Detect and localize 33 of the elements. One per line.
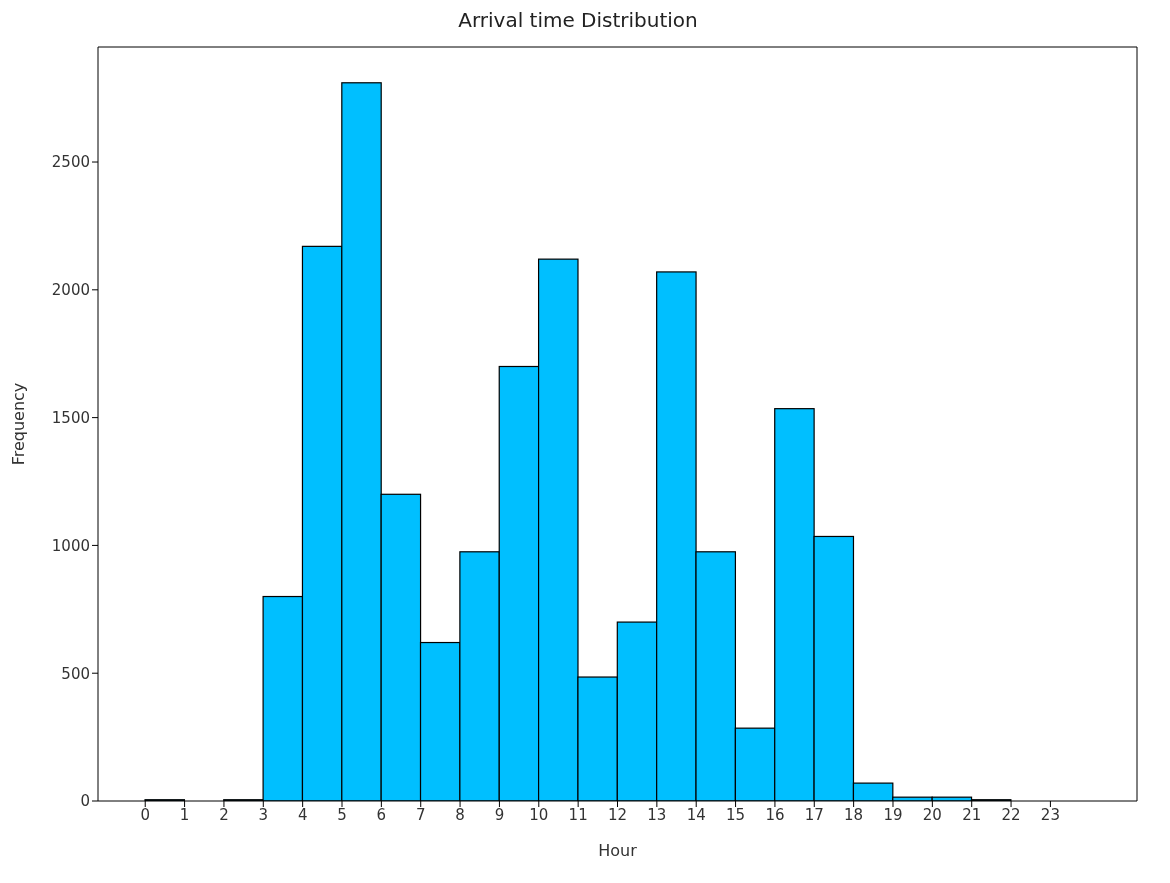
chart-title: Arrival time Distribution bbox=[457, 8, 699, 32]
y-tick-label: 2000 bbox=[51, 281, 90, 300]
x-tick-label: 13 bbox=[647, 805, 667, 824]
x-tick-label: 23 bbox=[1040, 805, 1060, 824]
x-tick-label: 5 bbox=[337, 805, 347, 824]
x-tick-label: 17 bbox=[804, 805, 824, 824]
y-tick-label: 0 bbox=[80, 792, 90, 811]
x-tick-label: 20 bbox=[922, 805, 942, 824]
x-tick-label: 11 bbox=[568, 805, 588, 824]
y-tick-label: 1000 bbox=[51, 536, 90, 555]
x-tick-label: 3 bbox=[258, 805, 269, 824]
y-axis-title: Frequency bbox=[8, 382, 28, 466]
x-tick-label: 7 bbox=[415, 805, 426, 824]
x-tick-label: 9 bbox=[494, 805, 505, 824]
x-tick-label: 0 bbox=[140, 805, 150, 824]
x-tick-label: 14 bbox=[686, 805, 706, 824]
x-tick-label: 21 bbox=[962, 805, 982, 824]
x-tick-label: 2 bbox=[219, 805, 229, 824]
x-tick-label: 15 bbox=[726, 805, 746, 824]
x-tick-label: 12 bbox=[607, 805, 628, 824]
x-tick-label: 22 bbox=[1001, 805, 1021, 824]
x-tick-label: 8 bbox=[455, 805, 465, 824]
x-tick-label: 6 bbox=[376, 805, 387, 824]
x-tick-label: 16 bbox=[765, 805, 785, 824]
y-tick-label: 1500 bbox=[51, 408, 90, 427]
x-tick-label: 18 bbox=[844, 805, 864, 824]
y-tick-label: 2500 bbox=[51, 153, 90, 172]
x-tick-label: 1 bbox=[179, 805, 190, 824]
x-axis-title: Hour bbox=[598, 841, 638, 860]
x-tick-label: 4 bbox=[297, 805, 308, 824]
x-tick-label: 19 bbox=[883, 805, 903, 824]
y-tick-label: 500 bbox=[61, 664, 90, 683]
x-tick-label: 10 bbox=[529, 805, 549, 824]
